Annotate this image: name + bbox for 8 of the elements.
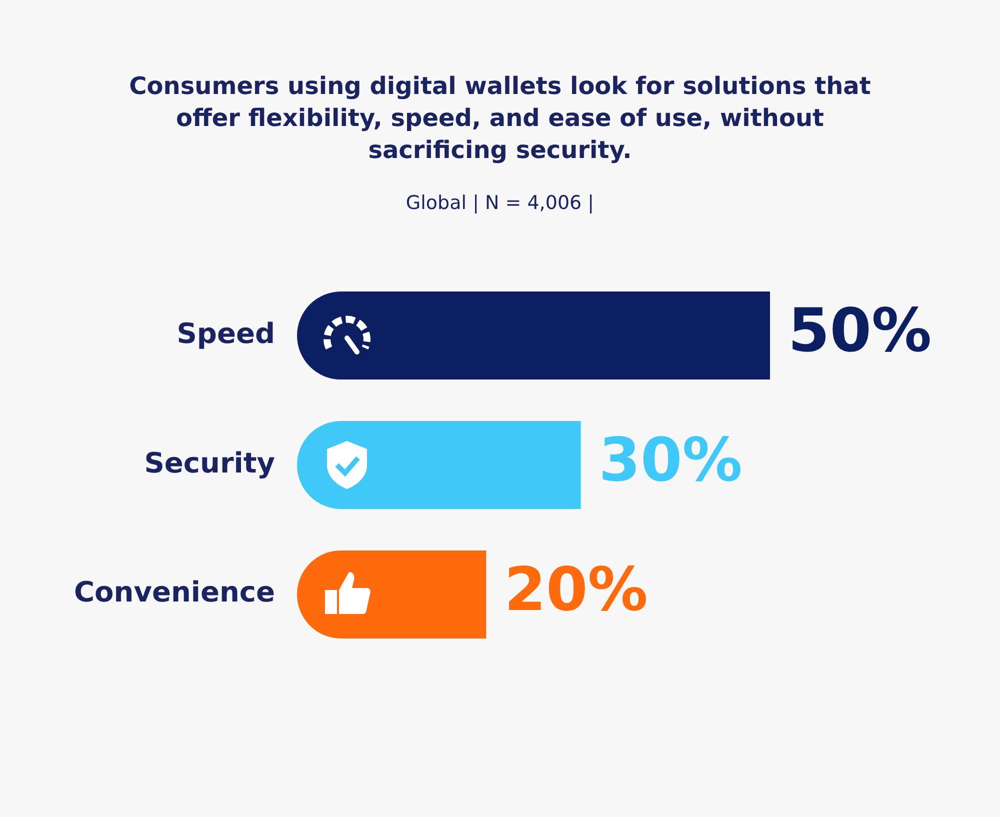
y-tick-label: Speed bbox=[176, 316, 276, 350]
chart-subtitle: Global | N = 4,006 | bbox=[404, 192, 596, 214]
y-tick-label: Convenience bbox=[74, 576, 276, 609]
data-label: 50% bbox=[788, 296, 932, 366]
data-label: 20% bbox=[504, 555, 648, 626]
chart-title: Consumers using digital wallets look for solutions that offer flexibility, speed, and ease of use, without sacrificing security. bbox=[128, 71, 872, 166]
y-tick-label: Security bbox=[144, 446, 276, 480]
data-label: 30% bbox=[598, 426, 742, 496]
